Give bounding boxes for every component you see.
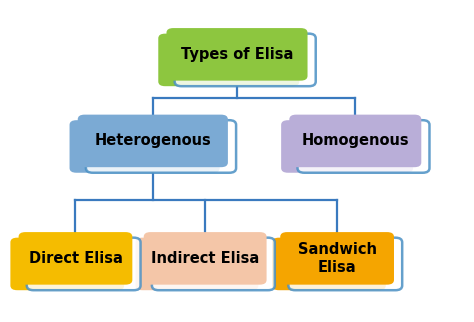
Text: Direct Elisa: Direct Elisa bbox=[28, 251, 122, 266]
FancyBboxPatch shape bbox=[280, 232, 394, 285]
FancyBboxPatch shape bbox=[166, 28, 308, 80]
FancyBboxPatch shape bbox=[174, 33, 316, 86]
FancyBboxPatch shape bbox=[144, 232, 266, 285]
FancyBboxPatch shape bbox=[10, 238, 124, 290]
FancyBboxPatch shape bbox=[158, 33, 300, 86]
Text: Heterogenous: Heterogenous bbox=[94, 133, 211, 148]
Text: Indirect Elisa: Indirect Elisa bbox=[151, 251, 259, 266]
FancyBboxPatch shape bbox=[298, 120, 429, 173]
FancyBboxPatch shape bbox=[281, 120, 413, 173]
FancyBboxPatch shape bbox=[152, 238, 275, 290]
FancyBboxPatch shape bbox=[78, 115, 228, 167]
Text: Homogenous: Homogenous bbox=[301, 133, 409, 148]
FancyBboxPatch shape bbox=[289, 115, 421, 167]
FancyBboxPatch shape bbox=[70, 120, 220, 173]
FancyBboxPatch shape bbox=[86, 120, 236, 173]
FancyBboxPatch shape bbox=[27, 238, 140, 290]
FancyBboxPatch shape bbox=[288, 238, 402, 290]
FancyBboxPatch shape bbox=[272, 238, 386, 290]
Text: Types of Elisa: Types of Elisa bbox=[181, 47, 293, 62]
Text: Sandwich
Elisa: Sandwich Elisa bbox=[298, 242, 377, 275]
FancyBboxPatch shape bbox=[136, 238, 258, 290]
FancyBboxPatch shape bbox=[18, 232, 132, 285]
